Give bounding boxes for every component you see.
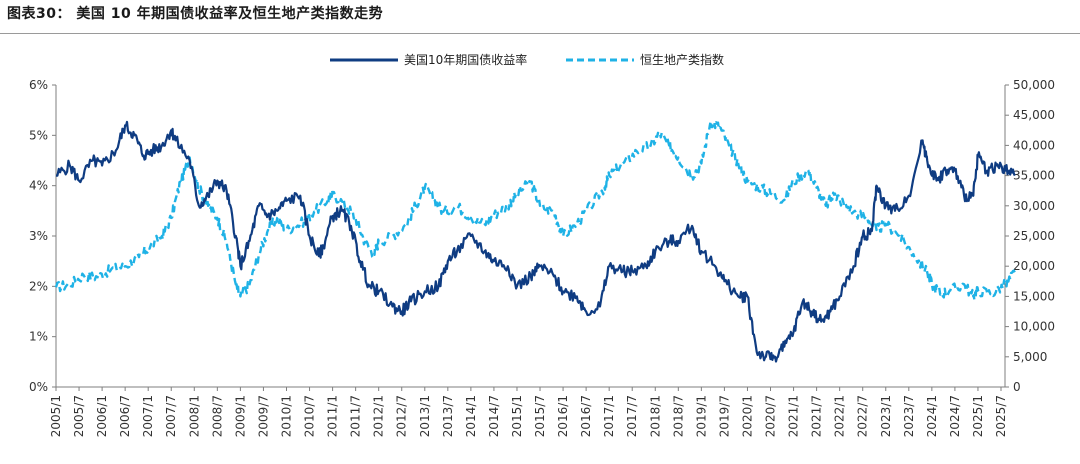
x-tick-label: 2019/7 <box>717 395 731 437</box>
x-tick-label: 2020/1 <box>740 395 754 437</box>
y-left-tick-label: 6% <box>29 78 48 92</box>
plot-area <box>54 120 1016 363</box>
x-tick-label: 2017/1 <box>602 395 616 437</box>
x-tick-label: 2015/7 <box>533 395 547 437</box>
x-tick-label: 2023/7 <box>902 395 916 437</box>
x-tick-label: 2005/7 <box>72 395 86 437</box>
x-tick-label: 2016/1 <box>556 395 570 437</box>
x-tick-label: 2007/7 <box>164 395 178 437</box>
x-tick-label: 2018/7 <box>671 395 685 437</box>
y-right-tick-label: 35,000 <box>1013 169 1055 183</box>
series-line-hs-property-index <box>54 120 1016 301</box>
y-right-tick-label: 40,000 <box>1013 138 1055 152</box>
x-tick-label: 2012/1 <box>372 395 386 437</box>
y-right-tick-label: 5,000 <box>1013 350 1047 364</box>
y-right-tick-label: 15,000 <box>1013 289 1055 303</box>
y-right-tick-label: 10,000 <box>1013 320 1055 334</box>
x-tick-label: 2022/1 <box>833 395 847 437</box>
chart-title: 图表30： 美国 10 年期国债收益率及恒生地产类指数走势 <box>7 6 384 22</box>
y-right-tick-label: 45,000 <box>1013 108 1055 122</box>
x-tick-label: 2025/7 <box>994 395 1008 437</box>
x-tick-label: 2022/7 <box>856 395 870 437</box>
x-tick-label: 2010/7 <box>303 395 317 437</box>
x-tick-label: 2005/1 <box>49 395 63 437</box>
x-tick-label: 2012/7 <box>395 395 409 437</box>
legend: 美国10年期国债收益率 恒生地产类指数 <box>330 52 724 67</box>
x-tick-label: 2009/1 <box>233 395 247 437</box>
y-left-tick-label: 3% <box>29 229 48 243</box>
y-left-tick-label: 4% <box>29 179 48 193</box>
x-tick-label: 2006/7 <box>118 395 132 437</box>
x-tick-label: 2008/7 <box>210 395 224 437</box>
legend-index-label: 恒生地产类指数 <box>640 52 724 67</box>
y-right-tick-label: 20,000 <box>1013 259 1055 273</box>
y-right-tick-label: 0 <box>1013 380 1021 394</box>
y-right-tick-label: 25,000 <box>1013 229 1055 243</box>
y-left-tick-label: 2% <box>29 279 48 293</box>
x-tick-label: 2014/7 <box>487 395 501 437</box>
axes: 0% 1% 2% 3% 4% 5% 6% 0 5,000 10,000 15,000 20,000 25… <box>29 78 1055 437</box>
y-right-tick-label: 30,000 <box>1013 199 1055 213</box>
x-tick-label: 2013/1 <box>418 395 432 437</box>
x-tick-label: 2008/1 <box>187 395 201 437</box>
x-tick-label: 2018/1 <box>648 395 662 437</box>
y-left-tick-label: 5% <box>29 128 48 142</box>
y-left-tick-label: 0% <box>29 380 48 394</box>
x-tick-label: 2011/1 <box>326 395 340 437</box>
x-tick-label: 2020/7 <box>764 395 778 437</box>
series-line-us-10y-yield <box>55 120 1016 363</box>
x-tick-label: 2006/1 <box>95 395 109 437</box>
x-tick-label: 2009/7 <box>256 395 270 437</box>
x-tick-label: 2021/1 <box>787 395 801 437</box>
x-tick-label: 2013/7 <box>441 395 455 437</box>
x-tick-label: 2016/7 <box>579 395 593 437</box>
x-tick-label: 2010/1 <box>279 395 293 437</box>
x-tick-label: 2024/7 <box>948 395 962 437</box>
title-divider <box>0 33 1080 34</box>
x-tick-label: 2015/1 <box>510 395 524 437</box>
y-left-tick-label: 1% <box>29 330 48 344</box>
x-tick-label: 2024/1 <box>925 395 939 437</box>
legend-yield-label: 美国10年期国债收益率 <box>404 52 527 67</box>
x-tick-label: 2007/1 <box>141 395 155 437</box>
x-tick-label: 2023/1 <box>879 395 893 437</box>
y-right-tick-label: 50,000 <box>1013 78 1055 92</box>
x-tick-label: 2019/1 <box>694 395 708 437</box>
x-tick-label: 2025/1 <box>971 395 985 437</box>
x-tick-label: 2014/1 <box>464 395 478 437</box>
x-tick-label: 2021/7 <box>810 395 824 437</box>
x-tick-label: 2017/7 <box>625 395 639 437</box>
x-tick-label: 2011/7 <box>349 395 363 437</box>
